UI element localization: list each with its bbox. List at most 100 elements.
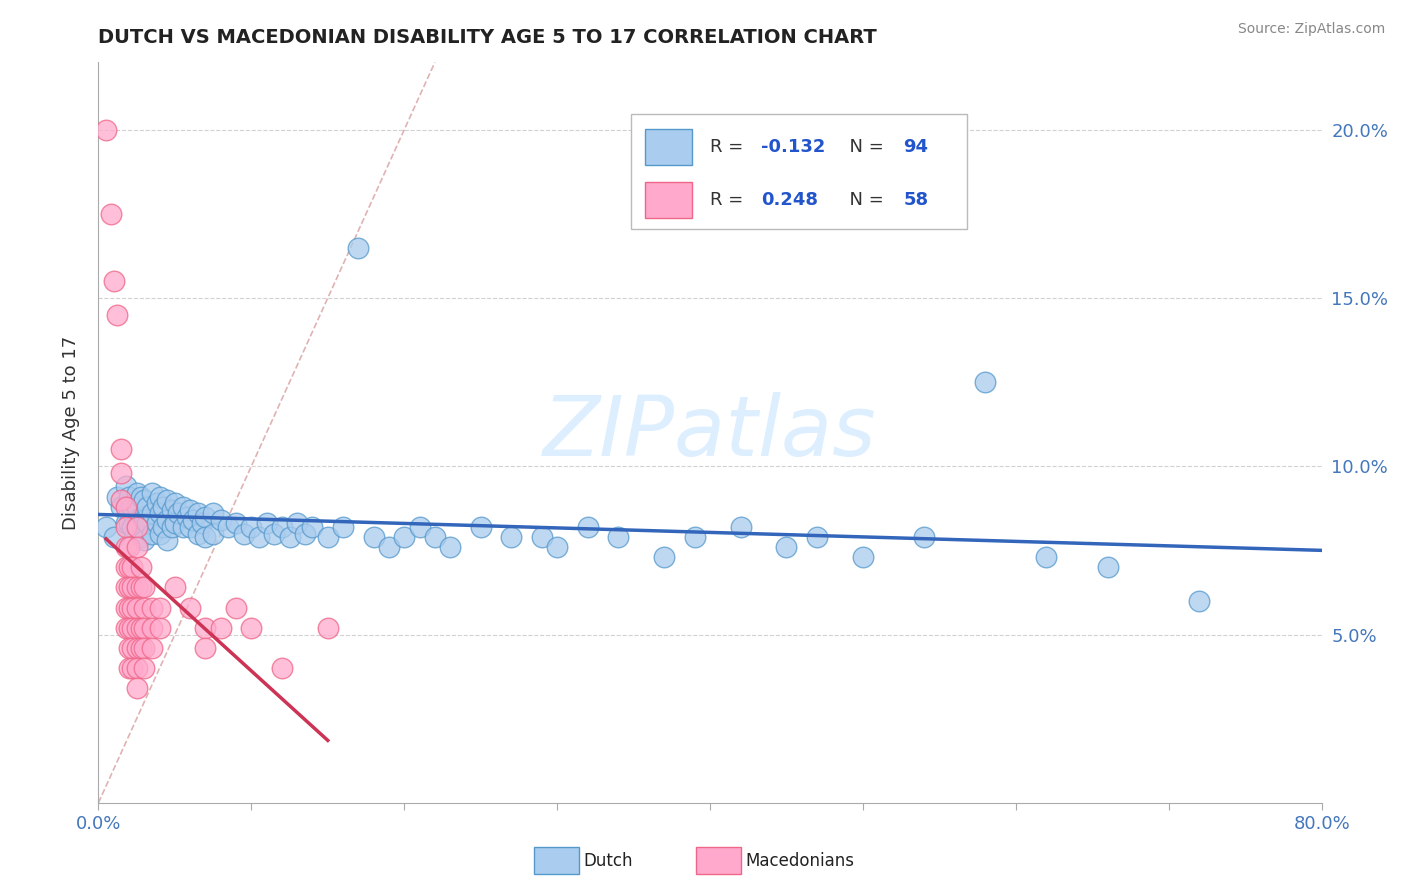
Point <box>105 308 128 322</box>
Point <box>134 581 156 595</box>
Point <box>125 600 148 615</box>
Point <box>683 530 706 544</box>
Point <box>134 492 156 507</box>
Point <box>202 507 225 521</box>
Point <box>141 600 163 615</box>
Point <box>470 520 492 534</box>
Point <box>129 581 152 595</box>
Point <box>316 621 339 635</box>
Point <box>392 530 416 544</box>
Point <box>141 486 163 500</box>
Text: -0.132: -0.132 <box>762 138 825 156</box>
FancyBboxPatch shape <box>630 114 967 229</box>
Point <box>118 503 141 517</box>
Point <box>125 520 148 534</box>
Point <box>115 520 138 534</box>
Point <box>179 520 201 534</box>
Point <box>110 500 132 514</box>
Point <box>134 640 156 655</box>
Point <box>194 640 217 655</box>
Point <box>125 640 148 655</box>
Point <box>301 520 323 534</box>
Point <box>129 490 152 504</box>
Point <box>118 640 141 655</box>
Point <box>270 520 292 534</box>
Point <box>134 513 156 527</box>
Point <box>125 520 148 534</box>
Point <box>118 581 141 595</box>
Point <box>134 661 156 675</box>
Point <box>141 621 163 635</box>
Point <box>125 661 148 675</box>
Point <box>172 500 194 514</box>
Point <box>129 560 152 574</box>
Point <box>202 526 225 541</box>
Point <box>285 516 308 531</box>
Point <box>163 516 186 531</box>
Point <box>118 490 141 504</box>
Point <box>125 621 148 635</box>
Point <box>160 520 183 534</box>
Point <box>347 240 370 255</box>
Point <box>136 516 159 531</box>
Point <box>278 530 301 544</box>
Text: DUTCH VS MACEDONIAN DISABILITY AGE 5 TO 17 CORRELATION CHART: DUTCH VS MACEDONIAN DISABILITY AGE 5 TO … <box>98 28 877 47</box>
Point <box>129 530 152 544</box>
Point <box>156 533 179 548</box>
Point <box>1188 594 1211 608</box>
Text: ZIPatlas: ZIPatlas <box>543 392 877 473</box>
Bar <box>645 129 692 165</box>
Point <box>209 513 232 527</box>
Point <box>118 540 141 554</box>
Point <box>103 274 125 288</box>
Point <box>501 530 523 544</box>
Point <box>232 526 254 541</box>
Point <box>240 621 263 635</box>
Point <box>105 490 128 504</box>
Point <box>156 513 179 527</box>
Point <box>103 530 125 544</box>
Point <box>194 530 217 544</box>
Point <box>118 600 141 615</box>
Point <box>163 581 186 595</box>
Point <box>129 621 152 635</box>
Point <box>912 530 935 544</box>
Point <box>125 540 148 554</box>
Text: 94: 94 <box>903 138 928 156</box>
Point <box>145 496 167 510</box>
Point <box>423 530 446 544</box>
Point <box>607 530 630 544</box>
Point <box>121 600 143 615</box>
Point <box>141 526 163 541</box>
Point <box>121 661 143 675</box>
Point <box>134 621 156 635</box>
Point <box>363 530 385 544</box>
Point <box>775 540 797 554</box>
Point <box>194 509 217 524</box>
Point <box>152 500 174 514</box>
Point <box>225 516 247 531</box>
Text: R =: R = <box>710 191 749 209</box>
Point <box>141 640 163 655</box>
Point <box>1035 550 1057 565</box>
Point <box>194 621 217 635</box>
Point <box>121 560 143 574</box>
Point <box>546 540 568 554</box>
Point <box>179 600 201 615</box>
Point <box>100 207 122 221</box>
Point <box>149 507 172 521</box>
Point <box>974 375 997 389</box>
Point <box>176 509 198 524</box>
Point <box>115 621 138 635</box>
Point <box>149 526 172 541</box>
Point <box>191 516 214 531</box>
Point <box>225 600 247 615</box>
Point <box>530 530 553 544</box>
Text: R =: R = <box>710 138 749 156</box>
Point <box>115 540 138 554</box>
Point <box>240 520 263 534</box>
Point <box>181 513 204 527</box>
Text: Macedonians: Macedonians <box>745 852 855 870</box>
Point <box>156 492 179 507</box>
Point <box>316 530 339 544</box>
